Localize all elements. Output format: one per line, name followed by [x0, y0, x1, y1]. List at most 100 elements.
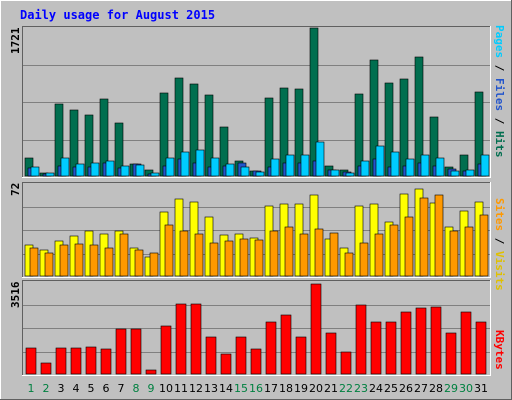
- bar-kbytes: [220, 353, 232, 375]
- bar-kbytes: [55, 347, 67, 375]
- bar-pages: [480, 154, 490, 177]
- bar-kbytes: [295, 336, 307, 375]
- x-tick-label: 31: [474, 382, 488, 395]
- bar-pages: [345, 172, 355, 177]
- bar-pages: [195, 149, 205, 177]
- bar-sites: [479, 214, 489, 277]
- axis-label-sep: /: [493, 231, 506, 251]
- x-tick-label: 17: [264, 382, 278, 395]
- y-max-label-visits: 72: [9, 183, 22, 196]
- x-tick-label: 4: [73, 382, 80, 395]
- x-tick-label: 27: [414, 382, 428, 395]
- bar-sites: [164, 224, 174, 277]
- bar-kbytes: [280, 314, 292, 375]
- bar-kbytes: [355, 304, 367, 375]
- bar-pages: [240, 166, 250, 177]
- bar-sites: [269, 230, 279, 277]
- bar-sites: [89, 244, 99, 277]
- x-axis-day-labels: 1 2 3 4 5 6 7 8 9 10 11 12 13 14 15 16 17 18 19 20 21 22 23 24 2…: [28, 382, 489, 395]
- bar-sites: [149, 252, 159, 277]
- bar-sites: [314, 228, 324, 277]
- bar-pages: [285, 154, 295, 177]
- bar-pages: [225, 163, 235, 177]
- bar-pages: [165, 157, 175, 177]
- bar-kbytes: [115, 328, 127, 375]
- bar-kbytes: [430, 306, 442, 375]
- bar-pages: [435, 157, 445, 177]
- bar-sites: [299, 233, 309, 277]
- bar-kbytes: [130, 328, 142, 375]
- x-tick-label: 20: [309, 382, 323, 395]
- x-tick-label: 29: [444, 382, 458, 395]
- x-tick-label: 21: [324, 382, 338, 395]
- axis-label-sep: /: [493, 58, 506, 78]
- x-tick-label: 11: [174, 382, 188, 395]
- bar-kbytes: [175, 303, 187, 375]
- bar-pages: [315, 141, 325, 177]
- x-tick-label: 1: [28, 382, 35, 395]
- y-max-label-hits: 1721: [9, 27, 22, 54]
- bar-pages: [105, 160, 115, 177]
- bar-sites: [59, 244, 69, 277]
- bar-kbytes: [250, 348, 262, 375]
- bar-sites: [194, 233, 204, 277]
- bar-sites: [134, 249, 144, 277]
- bar-sites: [44, 252, 54, 277]
- axis-label-pages-files-hits: Pages / Files / Hits: [493, 25, 506, 158]
- x-tick-label: 24: [369, 382, 383, 395]
- bar-kbytes: [445, 332, 457, 375]
- bar-kbytes: [100, 348, 112, 375]
- bar-pages: [60, 157, 70, 177]
- bar-sites: [29, 247, 39, 277]
- bar-kbytes: [325, 332, 337, 375]
- bar-kbytes: [310, 283, 322, 375]
- bar-pages: [465, 169, 475, 177]
- bar-pages: [450, 170, 460, 177]
- x-tick-label: 19: [294, 382, 308, 395]
- bar-sites: [359, 242, 369, 277]
- bars-visits-sites: [24, 188, 489, 277]
- bar-pages: [405, 158, 415, 177]
- axis-label-sep: /: [493, 111, 506, 131]
- axis-label-sites: Sites: [493, 198, 506, 231]
- axis-label-kbytes: KBytes: [493, 330, 506, 370]
- chart-title: Daily usage for August 2015: [20, 8, 215, 22]
- bar-kbytes: [340, 351, 352, 375]
- bar-pages: [375, 145, 385, 177]
- bar-kbytes: [205, 336, 217, 375]
- bars-hits-files-pages: [24, 27, 490, 177]
- grid-lines: [23, 65, 490, 353]
- bar-pages: [360, 160, 370, 177]
- x-tick-label: 2: [43, 382, 50, 395]
- bar-kbytes: [40, 362, 52, 375]
- bar-pages: [135, 164, 145, 177]
- bar-sites: [449, 230, 459, 277]
- axis-label-visits: Visits: [493, 251, 506, 291]
- x-tick-label: 7: [118, 382, 125, 395]
- x-tick-label: 25: [384, 382, 398, 395]
- bar-sites: [419, 197, 429, 277]
- bar-sites: [284, 226, 294, 277]
- x-tick-label: 3: [58, 382, 65, 395]
- x-tick-label: 8: [133, 382, 140, 395]
- bar-kbytes: [370, 321, 382, 375]
- x-tick-label: 6: [103, 382, 110, 395]
- bar-kbytes: [235, 336, 247, 375]
- bar-sites: [74, 243, 84, 277]
- x-tick-label: 12: [189, 382, 203, 395]
- x-tick-label: 22: [339, 382, 353, 395]
- axis-label-sites-visits: Sites / Visits: [493, 198, 506, 291]
- bar-sites: [209, 242, 219, 277]
- bar-sites: [344, 252, 354, 277]
- x-tick-label: 26: [399, 382, 413, 395]
- bar-kbytes: [265, 321, 277, 375]
- bar-kbytes: [415, 307, 427, 375]
- bar-kbytes: [70, 347, 82, 375]
- x-tick-label: 14: [219, 382, 233, 395]
- bar-pages: [75, 163, 85, 177]
- bar-pages: [150, 172, 160, 177]
- bar-sites: [404, 216, 414, 277]
- bar-visits: [354, 205, 364, 277]
- axis-label-files: Files: [493, 78, 506, 111]
- y-max-label-kbytes: 3516: [9, 281, 22, 308]
